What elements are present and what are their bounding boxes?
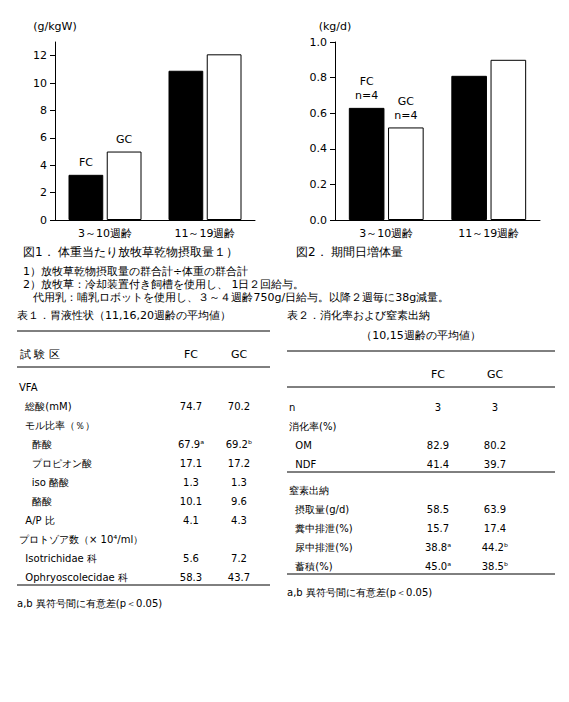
svg-text:2: 2 <box>40 186 47 199</box>
svg-text:0.0: 0.0 <box>310 214 328 227</box>
svg-text:a,b 異符号間に有意差(p＜0.05): a,b 異符号間に有意差(p＜0.05) <box>287 587 432 598</box>
svg-text:8: 8 <box>40 104 47 117</box>
svg-text:n=4: n=4 <box>355 89 378 102</box>
svg-text:1.3: 1.3 <box>183 477 199 488</box>
svg-text:FC: FC <box>79 156 93 169</box>
svg-text:代用乳：哺乳ロボットを使用し、３～４週齢750g/日給与。以: 代用乳：哺乳ロボットを使用し、３～４週齢750g/日給与。以降２週毎に38g減量… <box>23 291 449 304</box>
svg-text:9.6: 9.6 <box>231 496 247 507</box>
svg-text:（10,15週齢の平均値）: （10,15週齢の平均値） <box>361 329 481 342</box>
svg-text:17.1: 17.1 <box>180 458 202 469</box>
svg-text:尿中排泄(%): 尿中排泄(%) <box>289 542 353 553</box>
svg-text:表１．胃液性状（11,16,20週齢の平均値）: 表１．胃液性状（11,16,20週齢の平均値） <box>17 309 231 322</box>
svg-text:試 験 区: 試 験 区 <box>20 348 60 361</box>
svg-text:4: 4 <box>40 159 47 172</box>
svg-text:38.5ᵇ: 38.5ᵇ <box>482 561 509 572</box>
svg-text:3: 3 <box>492 402 498 413</box>
svg-text:蓄積(%): 蓄積(%) <box>289 561 333 572</box>
svg-text:0: 0 <box>40 214 47 227</box>
svg-text:11～19週齢: 11～19週齢 <box>175 227 236 240</box>
svg-text:酢酸: 酢酸 <box>19 439 52 450</box>
svg-text:GC: GC <box>398 95 415 108</box>
svg-text:GC: GC <box>487 368 504 381</box>
svg-text:7.2: 7.2 <box>231 553 247 564</box>
svg-text:58.3: 58.3 <box>180 572 202 583</box>
svg-text:図1． 体重当たり放牧草乾物摂取量１）: 図1． 体重当たり放牧草乾物摂取量１） <box>23 245 238 259</box>
svg-text:74.7: 74.7 <box>180 401 202 412</box>
svg-text:1.0: 1.0 <box>310 36 328 49</box>
svg-text:45.0ᵃ: 45.0ᵃ <box>425 561 451 572</box>
svg-text:82.9: 82.9 <box>427 440 449 451</box>
svg-text:4.1: 4.1 <box>183 515 199 526</box>
svg-text:FC: FC <box>184 348 198 361</box>
svg-text:表２．消化率および窒素出納: 表２．消化率および窒素出納 <box>287 309 430 322</box>
svg-text:A/P 比: A/P 比 <box>19 515 55 526</box>
svg-text:4.3: 4.3 <box>231 515 247 526</box>
svg-text:プロピオン酸: プロピオン酸 <box>19 458 92 469</box>
svg-text:GC: GC <box>231 348 248 361</box>
svg-text:モル比率（％）: モル比率（％） <box>19 420 95 431</box>
svg-text:iso 酪酸: iso 酪酸 <box>19 477 69 488</box>
svg-text:15.7: 15.7 <box>427 523 449 534</box>
svg-text:総酸(mM): 総酸(mM) <box>19 401 72 412</box>
svg-text:FC: FC <box>360 75 374 88</box>
svg-text:酪酸: 酪酸 <box>19 496 52 507</box>
svg-text:58.5: 58.5 <box>427 504 449 515</box>
svg-text:63.9: 63.9 <box>484 504 506 515</box>
svg-text:2）放牧草：冷却装置付き飼槽を使用し、 1日２回給与。: 2）放牧草：冷却装置付き飼槽を使用し、 1日２回給与。 <box>23 278 305 291</box>
svg-text:5.6: 5.6 <box>183 553 199 564</box>
svg-text:3～10週齢: 3～10週齢 <box>78 227 132 240</box>
svg-text:NDF: NDF <box>289 459 317 470</box>
svg-text:0.8: 0.8 <box>310 71 328 84</box>
svg-text:(kg/d): (kg/d) <box>319 20 352 33</box>
svg-text:43.7: 43.7 <box>228 572 250 583</box>
svg-text:3～10週齢: 3～10週齢 <box>359 227 413 240</box>
svg-text:1）放牧草乾物摂取量の群合計÷体重の群合計: 1）放牧草乾物摂取量の群合計÷体重の群合計 <box>23 265 248 278</box>
svg-text:FC: FC <box>431 368 445 381</box>
svg-text:n: n <box>289 402 295 413</box>
svg-text:0.2: 0.2 <box>310 178 328 191</box>
svg-text:窒素出納: 窒素出納 <box>289 485 329 496</box>
svg-text:Ophryoscolecidae 科: Ophryoscolecidae 科 <box>19 572 128 583</box>
svg-text:12: 12 <box>33 49 47 62</box>
svg-text:10.1: 10.1 <box>180 496 202 507</box>
svg-text:67.9ᵃ: 67.9ᵃ <box>178 439 204 450</box>
svg-text:17.2: 17.2 <box>228 458 250 469</box>
svg-text:Isotrichidae 科: Isotrichidae 科 <box>19 553 97 564</box>
svg-text:17.4: 17.4 <box>484 523 506 534</box>
svg-text:図2． 期間日増体量: 図2． 期間日増体量 <box>296 245 403 259</box>
svg-text:10: 10 <box>33 77 47 90</box>
svg-text:(g/kgW): (g/kgW) <box>33 20 77 33</box>
svg-text:70.2: 70.2 <box>228 401 250 412</box>
svg-text:44.2ᵇ: 44.2ᵇ <box>482 542 509 553</box>
svg-text:a,b 異符号間に有意差(p＜0.05): a,b 異符号間に有意差(p＜0.05) <box>17 598 162 609</box>
svg-text:0.6: 0.6 <box>310 107 328 120</box>
svg-text:69.2ᵇ: 69.2ᵇ <box>226 439 253 450</box>
svg-text:糞中排泄(%): 糞中排泄(%) <box>289 523 353 534</box>
svg-text:6: 6 <box>40 131 47 144</box>
svg-text:1.3: 1.3 <box>231 477 247 488</box>
svg-text:プロトゾア数（× 10⁴/ml）: プロトゾア数（× 10⁴/ml） <box>19 534 143 545</box>
svg-text:38.8ᵃ: 38.8ᵃ <box>425 542 451 553</box>
svg-text:11～19週齢: 11～19週齢 <box>458 227 519 240</box>
svg-text:消化率(%): 消化率(%) <box>289 421 336 432</box>
svg-text:41.4: 41.4 <box>427 459 449 470</box>
svg-text:80.2: 80.2 <box>484 440 506 451</box>
svg-text:3: 3 <box>435 402 441 413</box>
svg-text:GC: GC <box>116 133 133 146</box>
svg-text:摂取量(g/d): 摂取量(g/d) <box>289 504 349 515</box>
svg-text:39.7: 39.7 <box>484 459 506 470</box>
svg-text:0.4: 0.4 <box>310 142 328 155</box>
svg-text:VFA: VFA <box>19 382 38 393</box>
svg-text:OM: OM <box>289 440 312 451</box>
svg-text:n=4: n=4 <box>394 109 417 122</box>
